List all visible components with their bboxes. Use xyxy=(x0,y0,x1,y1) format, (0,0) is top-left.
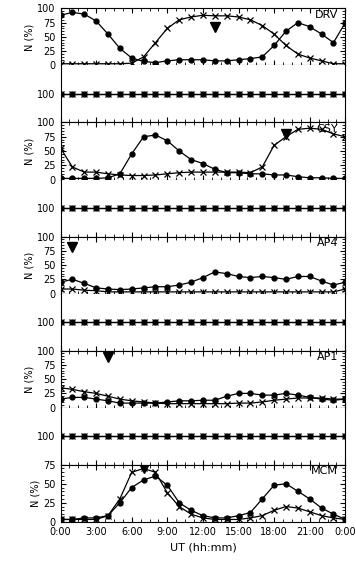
Text: MCM: MCM xyxy=(311,466,338,476)
X-axis label: UT (hh:mm): UT (hh:mm) xyxy=(169,542,236,552)
Y-axis label: N (%): N (%) xyxy=(25,251,35,279)
Y-axis label: N (%): N (%) xyxy=(25,137,35,164)
Text: CSY: CSY xyxy=(316,124,338,134)
Y-axis label: N (%): N (%) xyxy=(25,366,35,393)
Y-axis label: N (%): N (%) xyxy=(25,24,35,50)
Text: AP1: AP1 xyxy=(317,352,338,362)
Text: AP4: AP4 xyxy=(317,238,338,249)
Text: DRV: DRV xyxy=(315,10,338,20)
Y-axis label: N (%): N (%) xyxy=(30,480,40,507)
